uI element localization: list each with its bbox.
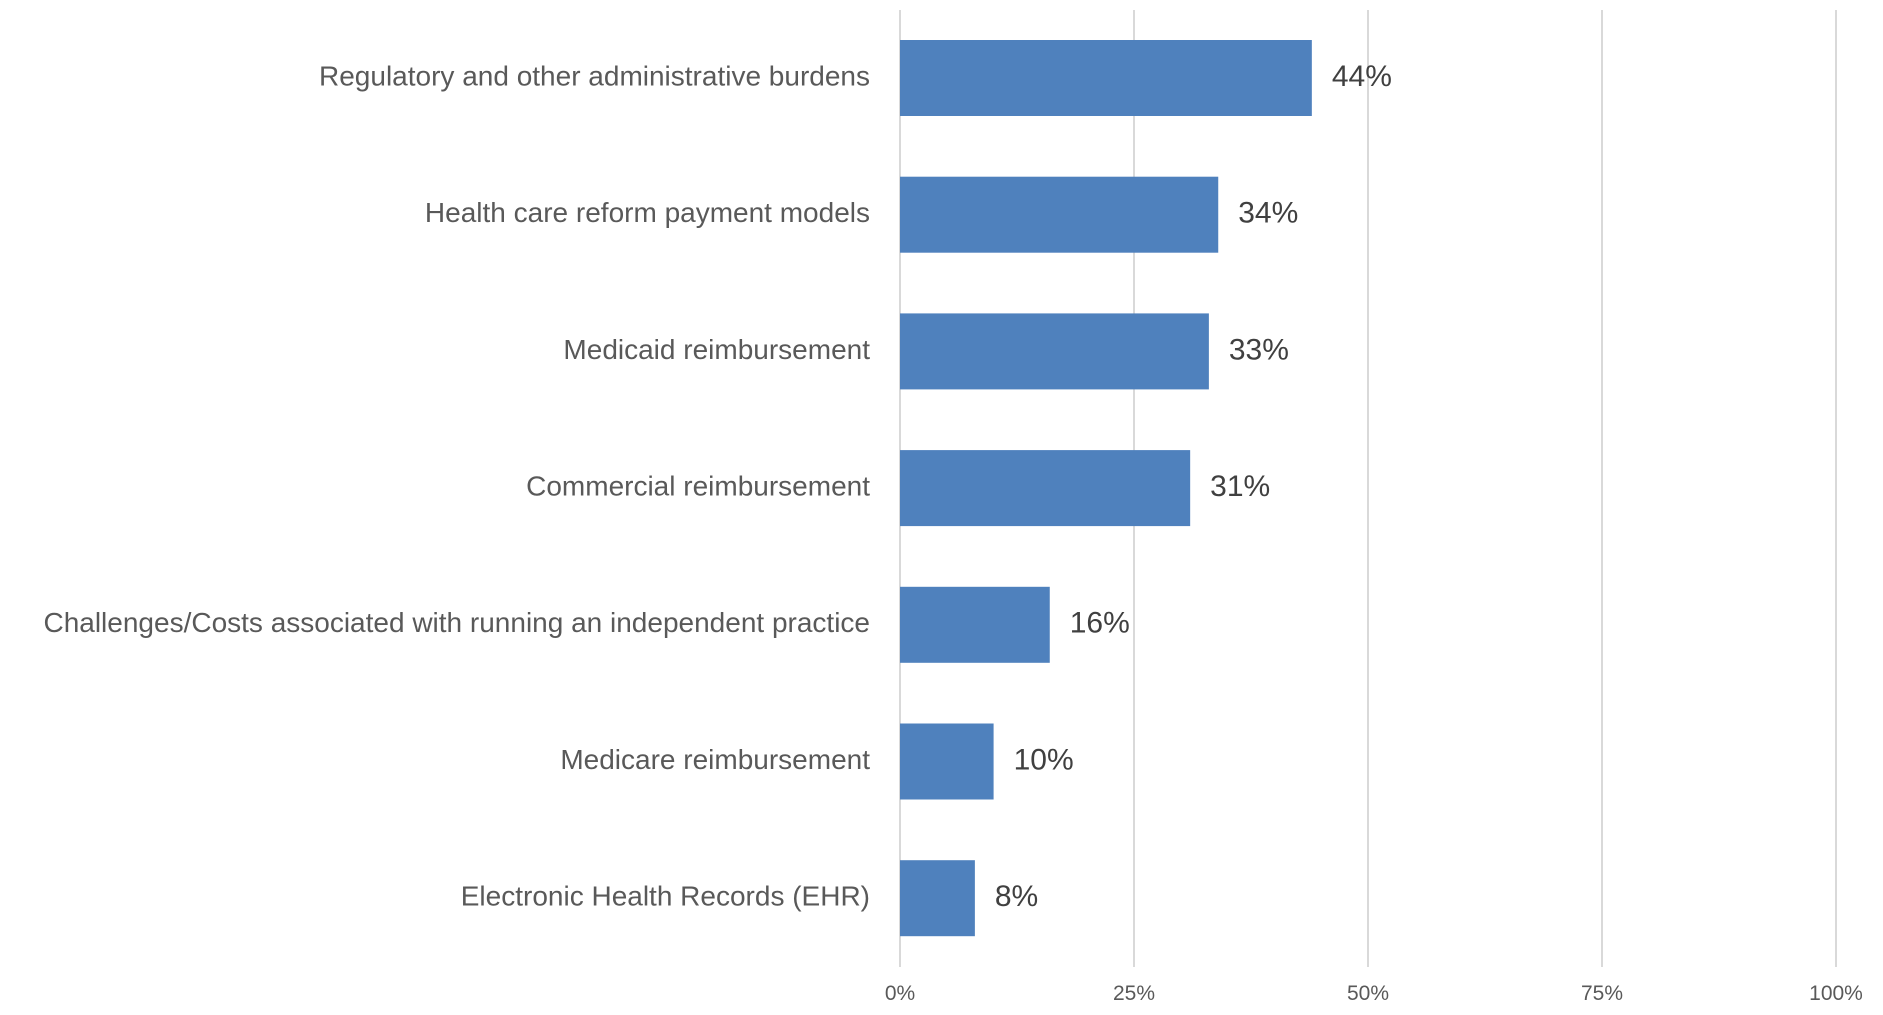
bar — [900, 860, 975, 937]
x-tick-label: 0% — [885, 982, 915, 1005]
data-label: 8% — [995, 880, 1038, 913]
x-tick-label: 100% — [1809, 982, 1863, 1005]
bar — [900, 40, 1312, 116]
bar — [900, 586, 1050, 663]
category-label: Medicaid reimbursement — [563, 334, 870, 365]
gridlines — [899, 10, 1837, 967]
data-label: 44% — [1332, 60, 1392, 93]
data-label: 34% — [1238, 197, 1298, 230]
category-label: Medicare reimbursement — [560, 744, 870, 775]
bar — [900, 450, 1191, 527]
category-label: Regulatory and other administrative burd… — [319, 60, 870, 91]
category-label: Electronic Health Records (EHR) — [461, 881, 870, 912]
data-label: 33% — [1229, 333, 1289, 366]
data-label: 10% — [1014, 743, 1074, 776]
x-tick-label: 75% — [1581, 982, 1623, 1005]
bar — [900, 176, 1219, 253]
x-tick-label: 50% — [1347, 982, 1389, 1005]
data-label: 16% — [1070, 607, 1130, 640]
x-axis-tick-labels: 0% 25% 50% 75% 100% — [885, 982, 1863, 1005]
bar — [900, 313, 1209, 390]
data-label: 31% — [1210, 470, 1270, 503]
bars — [900, 40, 1312, 937]
x-tick-label: 25% — [1113, 982, 1155, 1005]
category-label: Challenges/Costs associated with running… — [43, 607, 870, 638]
bar — [900, 723, 994, 800]
category-label: Commercial reimbursement — [526, 470, 870, 501]
category-labels: Regulatory and other administrative burd… — [43, 60, 870, 911]
category-label: Health care reform payment models — [425, 197, 870, 228]
value-labels: 44% 34% 33% 31% 16% 10% 8% — [995, 60, 1392, 913]
